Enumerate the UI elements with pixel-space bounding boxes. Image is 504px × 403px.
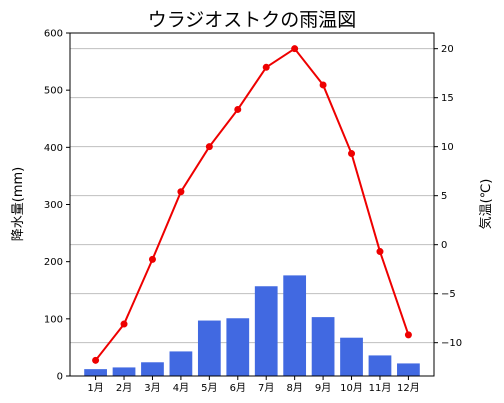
y2-tick-label: 0 [441,240,447,251]
temp-point [291,45,299,53]
y-tick-label: 500 [44,86,63,97]
precip-bar [197,320,221,376]
precip-bar [84,369,107,376]
y2-tick-label: 10 [441,142,454,153]
temp-point [404,331,412,339]
x-tick-label: 7月 [258,382,274,394]
x-tick-label: 2月 [116,382,132,394]
x-tick-label: 12月 [397,382,420,394]
precip-bar [283,275,307,376]
precip-bar [311,317,335,376]
x-tick-label: 10月 [340,382,363,394]
x-tick-label: 6月 [230,382,246,394]
temp-point [120,320,128,328]
grid-lines [70,48,434,344]
axes: 0 100 200 300 400 500 600 −10 −5 0 5 10 15 20 1月 2月 3月 4月… [44,29,462,395]
precip-bar [368,355,392,376]
x-tick-label: 1月 [87,382,103,394]
temp-point [234,105,242,113]
chart-title: ウラジオストクの雨温図 [148,9,357,31]
temp-point [262,63,270,71]
y-tick-label: 100 [44,314,63,325]
y-tick-label: 400 [44,143,63,154]
y-axis-label: 降水量(mm) [11,167,26,241]
y2-tick-label: 20 [441,44,454,55]
y2-tick-label: −5 [441,289,456,300]
temp-point [148,255,156,263]
x-tick-label: 4月 [173,382,189,394]
precip-bar [169,351,193,376]
y2-tick-label: 15 [441,93,454,104]
temp-point [205,143,213,151]
temp-point [177,188,185,196]
temp-point [348,150,356,158]
temperature-line [92,45,412,364]
temp-line [94,47,410,361]
x-tick-label: 5月 [201,382,217,394]
temp-point [92,356,100,364]
y2-axis-label: 気温(℃) [478,179,494,230]
temp-point [319,81,327,89]
temp-point [376,248,384,256]
x-tick-label: 11月 [369,382,392,394]
y-tick-label: 0 [57,372,63,383]
x-tick-label: 8月 [286,382,302,394]
x-tick-label: 3月 [144,382,160,394]
precip-bar [340,337,363,376]
y2-tick-label: −10 [441,338,462,349]
precip-bar [141,362,164,376]
precipitation-bars [84,275,420,376]
precip-bar [254,286,278,376]
precip-bar [112,367,136,376]
precip-bar [397,363,420,376]
y2-tick-label: 5 [441,191,447,202]
y-tick-label: 600 [44,29,63,40]
precip-bar [226,318,250,376]
x-tick-label: 9月 [315,382,331,394]
y-tick-label: 300 [44,200,63,211]
y-tick-label: 200 [44,257,63,268]
